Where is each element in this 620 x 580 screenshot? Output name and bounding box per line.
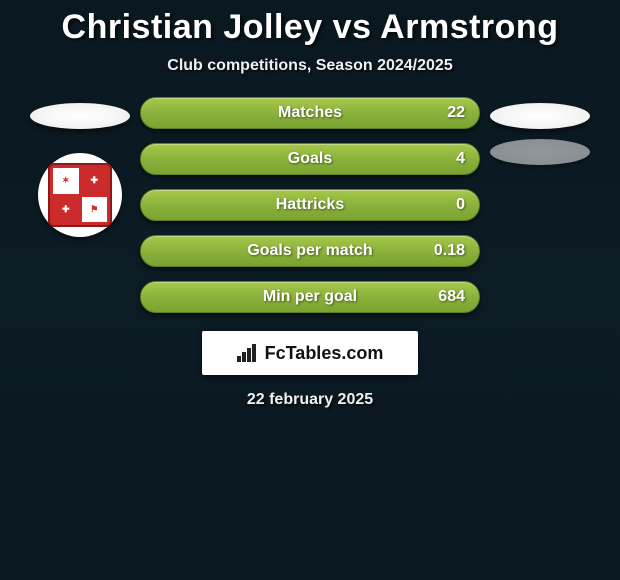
fctables-badge[interactable]: FcTables.com	[202, 331, 418, 375]
stat-value: 22	[447, 104, 465, 122]
stat-value: 0.18	[434, 242, 465, 260]
stat-value: 684	[438, 288, 465, 306]
stat-bar-goals: Goals 4	[140, 143, 480, 175]
stat-bar-hattricks: Hattricks 0	[140, 189, 480, 221]
main-row: ✶ ✚ ✚ ⚑ Matches 22 Goals 4 Hattricks 0	[0, 97, 620, 313]
stat-bar-goals-per-match: Goals per match 0.18	[140, 235, 480, 267]
page-title: Christian Jolley vs Armstrong	[62, 8, 559, 47]
right-player-col	[480, 97, 600, 165]
bar-chart-icon	[237, 344, 259, 362]
stat-label: Matches	[141, 104, 479, 122]
stat-label: Hattricks	[141, 196, 479, 214]
club-crest-right-placeholder	[490, 139, 590, 165]
woking-crest-icon: ✶ ✚ ✚ ⚑	[48, 163, 112, 227]
stat-label: Goals	[141, 150, 479, 168]
player-left-avatar-placeholder	[30, 103, 130, 129]
stat-value: 0	[456, 196, 465, 214]
stat-label: Min per goal	[141, 288, 479, 306]
left-player-col: ✶ ✚ ✚ ⚑	[20, 97, 140, 237]
stat-bars: Matches 22 Goals 4 Hattricks 0 Goals per…	[140, 97, 480, 313]
player-right-avatar-placeholder	[490, 103, 590, 129]
stat-label: Goals per match	[141, 242, 479, 260]
stat-bar-matches: Matches 22	[140, 97, 480, 129]
comparison-infographic: Christian Jolley vs Armstrong Club compe…	[0, 0, 620, 580]
club-crest-left: ✶ ✚ ✚ ⚑	[38, 153, 122, 237]
brand-text: FcTables.com	[265, 343, 384, 364]
date-label: 22 february 2025	[247, 391, 373, 409]
subtitle: Club competitions, Season 2024/2025	[167, 57, 452, 75]
stat-bar-min-per-goal: Min per goal 684	[140, 281, 480, 313]
stat-value: 4	[456, 150, 465, 168]
